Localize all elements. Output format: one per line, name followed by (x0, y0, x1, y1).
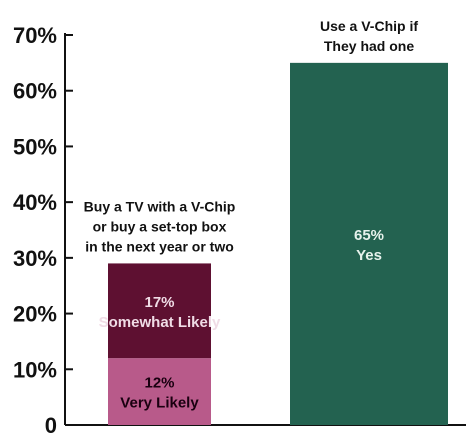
bar-segment (290, 62, 448, 425)
segment-name-label: Very Likely (120, 395, 199, 412)
category-label: or buy a set-top box (93, 218, 227, 234)
data-label: 17% (144, 294, 174, 311)
category-label: Use a V-Chip if (320, 18, 418, 34)
y-tick-label: 20% (13, 302, 57, 327)
bar-segment (108, 358, 211, 425)
y-tick-label: 10% (13, 357, 57, 382)
bar-segment (108, 263, 211, 359)
y-tick-label: 30% (13, 246, 57, 271)
y-tick-label: 0 (45, 413, 57, 433)
y-tick-label: 40% (13, 190, 57, 215)
y-tick-label: 50% (13, 134, 57, 159)
segment-name-label: Somewhat Likely (99, 314, 221, 331)
y-tick-label: 60% (13, 79, 57, 104)
data-label: 12% (144, 375, 174, 392)
category-label: in the next year or two (85, 238, 234, 254)
y-tick-label: 70% (13, 23, 57, 48)
category-label: They had one (324, 38, 414, 54)
category-label: Buy a TV with a V-Chip (84, 198, 236, 214)
data-label: 65% (354, 227, 384, 244)
segment-name-label: Yes (356, 247, 382, 264)
